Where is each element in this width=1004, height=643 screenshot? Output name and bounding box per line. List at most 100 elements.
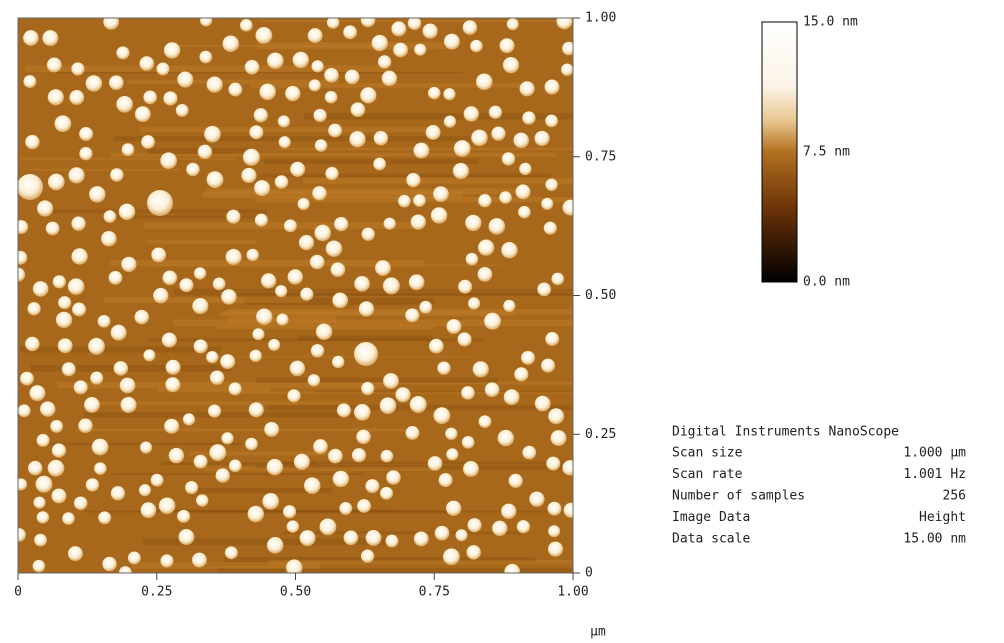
info-value: Height <box>919 510 966 525</box>
particle <box>463 461 479 477</box>
particle <box>501 504 516 519</box>
particle <box>314 225 331 242</box>
particle <box>446 448 458 460</box>
particle <box>428 456 443 471</box>
particle <box>245 60 260 75</box>
particle <box>204 126 221 143</box>
particle <box>122 143 135 156</box>
stripe <box>20 346 222 352</box>
particle <box>36 476 53 493</box>
info-value: 256 <box>943 489 966 504</box>
particle <box>541 198 553 210</box>
particle <box>40 401 55 416</box>
unit-label: µm <box>590 625 606 640</box>
info-value: 15.00 nm <box>903 532 966 547</box>
particle <box>159 497 176 514</box>
particle <box>206 351 218 363</box>
particle <box>15 478 27 490</box>
particle <box>332 356 344 368</box>
particle <box>229 460 242 473</box>
particle <box>71 62 84 75</box>
particle <box>116 46 129 59</box>
particle <box>337 403 351 417</box>
particle <box>426 125 441 140</box>
particle <box>534 131 549 146</box>
color-scale-label: 7.5 nm <box>803 145 850 160</box>
particle <box>176 104 189 117</box>
particle <box>433 186 449 202</box>
particle <box>23 75 36 88</box>
particle <box>372 35 388 51</box>
particle <box>354 404 371 421</box>
particle <box>453 163 469 179</box>
particle <box>413 194 426 207</box>
particle <box>484 313 501 330</box>
afm-view: µm Digital Instruments NanoScope 1.000.7… <box>0 0 1004 643</box>
particle <box>410 396 427 413</box>
particle <box>143 349 155 361</box>
particle <box>444 116 456 128</box>
particle <box>406 426 420 440</box>
y-tick-label: 0.25 <box>585 427 616 442</box>
particle <box>37 511 49 523</box>
particle <box>434 407 451 424</box>
particle <box>25 337 40 352</box>
particle <box>128 551 141 564</box>
particle <box>71 248 87 264</box>
stripe <box>173 319 603 326</box>
particle <box>435 526 450 541</box>
particle <box>259 84 276 101</box>
particle <box>220 354 235 369</box>
x-tick-label: 0.50 <box>280 585 311 600</box>
particle <box>503 300 515 312</box>
particle <box>247 249 259 261</box>
particle <box>383 373 399 389</box>
particle <box>62 512 75 525</box>
particle <box>109 75 124 90</box>
particle <box>249 350 261 362</box>
particle <box>275 175 289 189</box>
particle <box>522 446 536 460</box>
particle <box>228 83 242 97</box>
particle <box>179 278 193 292</box>
particle <box>454 140 471 157</box>
particle <box>58 338 73 353</box>
particle <box>207 171 224 188</box>
particle <box>473 361 489 377</box>
particle <box>141 502 157 518</box>
particle <box>478 194 491 207</box>
particle <box>23 30 39 46</box>
particle <box>312 60 324 72</box>
particle <box>143 90 157 104</box>
particle <box>467 518 481 532</box>
x-tick-label: 0.25 <box>141 585 172 600</box>
particle <box>248 506 264 522</box>
particle <box>164 419 179 434</box>
x-tick-label: 1.00 <box>557 585 588 600</box>
particle <box>109 271 123 285</box>
particle <box>361 382 374 395</box>
particle <box>466 545 480 559</box>
particle <box>140 442 152 454</box>
particle <box>74 496 88 510</box>
particle <box>328 124 342 138</box>
y-tick-label: 0 <box>585 566 593 581</box>
particle <box>262 493 279 510</box>
particle <box>287 520 299 532</box>
particle <box>134 310 149 325</box>
particle <box>509 474 523 488</box>
particle <box>409 274 425 290</box>
particle <box>120 397 136 413</box>
particle <box>37 434 50 447</box>
particle <box>380 397 397 414</box>
particle <box>352 448 366 462</box>
particle <box>548 408 564 424</box>
particle <box>557 14 573 30</box>
particle <box>88 338 105 355</box>
particle <box>198 145 212 159</box>
particle <box>216 468 230 482</box>
particle <box>479 415 492 428</box>
particle <box>162 333 177 348</box>
particle <box>221 289 237 305</box>
particle <box>345 70 360 85</box>
